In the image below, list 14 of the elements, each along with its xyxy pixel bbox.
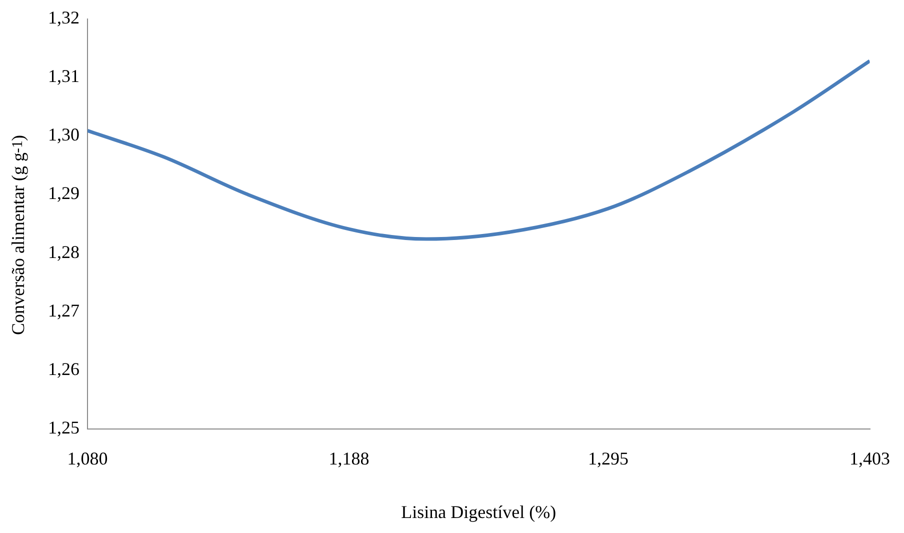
y-tick-label: 1,28 — [48, 242, 80, 262]
y-tick-label: 1,26 — [48, 358, 80, 379]
y-tick-label: 1,31 — [48, 66, 80, 86]
x-tick-label: 1,295 — [588, 448, 628, 468]
y-tick-label: 1,27 — [48, 300, 80, 320]
y-tick-label: 1,29 — [48, 183, 80, 204]
y-tick-label: 1,30 — [48, 124, 80, 145]
line-series — [88, 59, 870, 241]
y-tick-label: 1,25 — [48, 418, 80, 438]
x-tick-label: 1,403 — [850, 448, 890, 468]
x-axis-title: Lisina Digestível (%) — [401, 502, 556, 522]
y-tick-label: 1,32 — [48, 8, 80, 28]
x-tick-label: 1,188 — [328, 448, 370, 468]
x-tick-label: 1,080 — [67, 448, 108, 468]
